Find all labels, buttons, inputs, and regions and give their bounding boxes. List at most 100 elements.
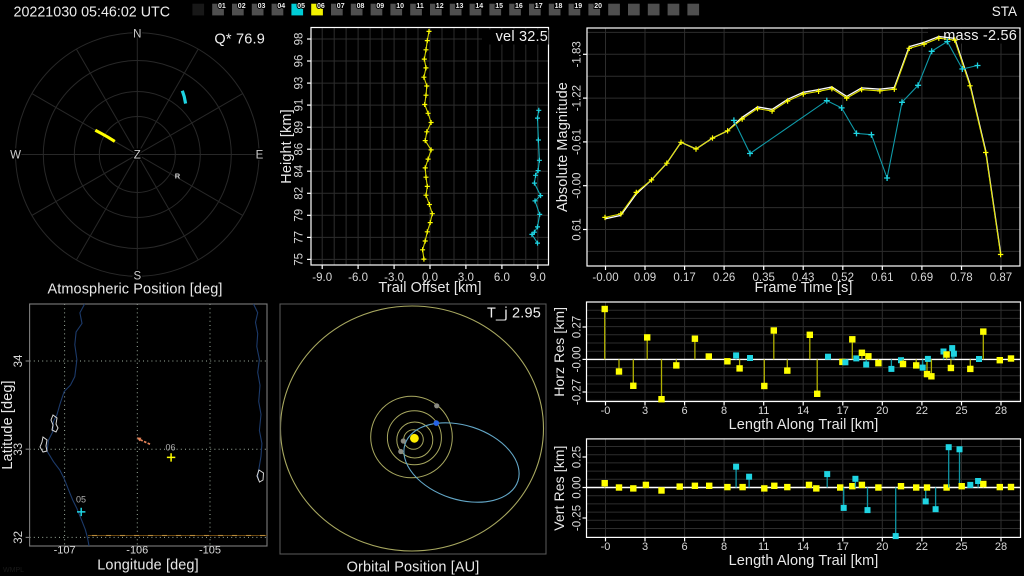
svg-text:-0.27: -0.27	[572, 379, 584, 405]
svg-text:-0.61: -0.61	[572, 129, 584, 155]
svg-text:14: 14	[797, 405, 809, 417]
svg-text:STA: STA	[992, 4, 1017, 19]
svg-text:S: S	[133, 271, 141, 283]
svg-text:96: 96	[294, 55, 306, 68]
svg-text:-106: -106	[126, 545, 148, 557]
svg-text:R: R	[175, 172, 181, 181]
svg-text:0.43: 0.43	[792, 272, 814, 284]
svg-text:-0.25: -0.25	[572, 505, 584, 531]
svg-text:22: 22	[916, 541, 928, 553]
svg-text:mass -2.56: mass -2.56	[943, 28, 1017, 44]
svg-text:20221030 05:46:02 UTC: 20221030 05:46:02 UTC	[14, 5, 171, 21]
svg-text:06: 06	[317, 3, 325, 10]
svg-text:Trail Offset [km]: Trail Offset [km]	[378, 280, 481, 296]
svg-text:13: 13	[456, 3, 464, 10]
svg-text:9.0: 9.0	[530, 272, 546, 284]
svg-text:34: 34	[13, 354, 25, 367]
svg-text:vel 32.5: vel 32.5	[496, 29, 548, 45]
svg-text:0.78: 0.78	[950, 272, 972, 284]
svg-text:0.25: 0.25	[572, 446, 584, 468]
svg-text:17: 17	[535, 3, 543, 10]
svg-text:86: 86	[294, 143, 306, 156]
svg-text:16: 16	[515, 3, 523, 10]
svg-text:17: 17	[837, 405, 849, 417]
svg-text:-0: -0	[601, 405, 611, 417]
svg-text:08: 08	[357, 3, 365, 10]
svg-text:6: 6	[682, 541, 688, 553]
svg-text:98: 98	[294, 33, 306, 46]
svg-text:93: 93	[294, 77, 306, 90]
svg-text:Length Along Trail [km]: Length Along Trail [km]	[729, 553, 879, 569]
svg-text:25: 25	[955, 405, 967, 417]
svg-text:28: 28	[995, 405, 1007, 417]
svg-text:Orbital Position [AU]: Orbital Position [AU]	[347, 560, 480, 576]
svg-text:-105: -105	[199, 545, 221, 557]
svg-text:03: 03	[258, 3, 266, 10]
svg-text:0.26: 0.26	[713, 272, 735, 284]
svg-text:0.35: 0.35	[753, 272, 775, 284]
svg-text:32: 32	[13, 531, 25, 544]
svg-text:Atmospheric Position [deg]: Atmospheric Position [deg]	[47, 282, 222, 298]
svg-text:14: 14	[797, 541, 809, 553]
svg-text:Absolute Magnitude: Absolute Magnitude	[555, 82, 571, 212]
svg-text:8: 8	[721, 405, 727, 417]
svg-text:18: 18	[555, 3, 563, 10]
svg-text:77: 77	[294, 231, 306, 244]
svg-text:11: 11	[416, 3, 424, 10]
svg-text:-0: -0	[601, 541, 611, 553]
svg-text:89: 89	[294, 121, 306, 134]
svg-text:91: 91	[294, 99, 306, 112]
svg-text:33: 33	[13, 443, 25, 456]
svg-text:W: W	[10, 150, 21, 162]
svg-text:05: 05	[76, 495, 86, 505]
svg-text:12: 12	[436, 3, 444, 10]
svg-text:20: 20	[594, 3, 602, 10]
svg-text:75: 75	[294, 253, 306, 266]
svg-text:3: 3	[642, 541, 648, 553]
svg-text:0.61: 0.61	[572, 218, 584, 240]
svg-text:25: 25	[955, 541, 967, 553]
svg-text:84: 84	[294, 164, 306, 177]
svg-text:19: 19	[574, 3, 582, 10]
svg-text:8: 8	[721, 541, 727, 553]
svg-text:-9.0: -9.0	[312, 272, 332, 284]
svg-text:01: 01	[218, 3, 226, 10]
svg-text:05: 05	[297, 3, 305, 10]
svg-text:0.09: 0.09	[634, 272, 656, 284]
svg-text:T_j 2.95: T_j 2.95	[487, 306, 541, 322]
svg-text:N: N	[133, 29, 141, 41]
svg-text:Vert Res [km]: Vert Res [km]	[551, 445, 567, 530]
svg-text:-0.00: -0.00	[592, 272, 618, 284]
svg-text:09: 09	[376, 3, 384, 10]
svg-text:-1.22: -1.22	[572, 85, 584, 111]
svg-text:04: 04	[277, 3, 285, 10]
svg-text:3.0: 3.0	[458, 272, 474, 284]
svg-text:3: 3	[642, 405, 648, 417]
svg-text:Length Along Trail [km]: Length Along Trail [km]	[729, 417, 879, 433]
svg-text:6: 6	[682, 405, 688, 417]
svg-text:20: 20	[876, 541, 888, 553]
svg-text:0.61: 0.61	[871, 272, 893, 284]
svg-text:06: 06	[165, 443, 175, 453]
svg-text:Height [km]: Height [km]	[279, 109, 295, 183]
svg-text:-6.0: -6.0	[348, 272, 368, 284]
svg-text:Longitude [deg]: Longitude [deg]	[97, 558, 198, 574]
svg-text:-0.00: -0.00	[572, 346, 584, 372]
svg-text:11: 11	[758, 541, 769, 553]
svg-text:-107: -107	[54, 545, 76, 557]
svg-text:0.52: 0.52	[832, 272, 854, 284]
svg-text:WMPL: WMPL	[3, 567, 24, 574]
svg-text:0.87: 0.87	[990, 272, 1012, 284]
svg-text:0.00: 0.00	[572, 476, 584, 498]
svg-text:-0.00: -0.00	[572, 173, 584, 199]
svg-text:14: 14	[475, 3, 483, 10]
svg-text:22: 22	[916, 405, 928, 417]
svg-text:82: 82	[294, 187, 306, 200]
svg-text:0.17: 0.17	[673, 272, 695, 284]
svg-text:11: 11	[758, 405, 769, 417]
svg-text:02: 02	[238, 3, 246, 10]
svg-text:Z: Z	[134, 150, 141, 162]
svg-text:-3.0: -3.0	[384, 272, 404, 284]
svg-text:Q* 76.9: Q* 76.9	[214, 32, 265, 48]
svg-text:-1.83: -1.83	[572, 41, 584, 67]
